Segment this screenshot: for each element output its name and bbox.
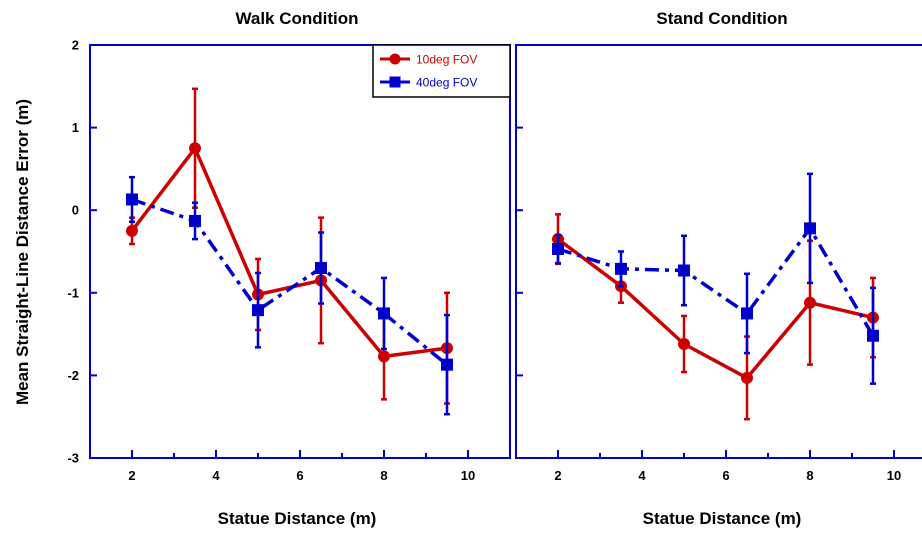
walk-chart-title: Walk Condition xyxy=(235,9,358,28)
walk-x-tick-label: 2 xyxy=(128,468,135,483)
stand-x-axis-title: Statue Distance (m) xyxy=(643,509,802,528)
walk-data-point-40deg xyxy=(189,214,201,227)
walk-x-tick-label: 4 xyxy=(212,468,220,483)
stand-chart-title: Stand Condition xyxy=(656,9,787,28)
stand-data-point-40deg xyxy=(678,264,690,277)
stand-x-tick-label: 6 xyxy=(722,468,729,483)
legend: 10deg FOV 40deg FOV xyxy=(372,44,511,98)
stand-data-point-40deg xyxy=(552,243,564,256)
walk-marks xyxy=(126,87,453,416)
stand-data-point-10deg xyxy=(804,296,816,309)
walk-x-tick-label: 8 xyxy=(380,468,387,483)
stand-x-tick-label: 4 xyxy=(638,468,646,483)
walk-data-point-10deg xyxy=(126,224,138,237)
walk-series-line-40deg xyxy=(131,197,449,367)
stand-x-tick-label: 10 xyxy=(887,468,901,483)
walk-data-point-40deg xyxy=(315,262,327,275)
stand-data-point-40deg xyxy=(615,262,627,275)
walk-x-tick-label: 10 xyxy=(461,468,475,483)
legend-label-10deg: 10deg FOV xyxy=(416,53,477,67)
walk-data-point-40deg xyxy=(441,358,453,371)
stand-x-tick-label: 8 xyxy=(806,468,813,483)
stand-data-point-10deg xyxy=(741,371,753,384)
legend-marker-10deg xyxy=(389,53,401,65)
walk-data-point-40deg xyxy=(252,304,264,317)
stand-ticks: 2 4 6 8 10 xyxy=(516,44,901,483)
walk-y-tick-label: 2 xyxy=(72,38,79,53)
walk-y-tick-label: -1 xyxy=(67,285,79,300)
stand-data-point-40deg xyxy=(867,329,879,342)
stand-panel: Stand Condition 2 4 6 8 10 Statue Distance (… xyxy=(515,9,922,528)
walk-x-tick-label: 6 xyxy=(296,468,303,483)
walk-x-axis-title: Statue Distance (m) xyxy=(218,509,377,528)
stand-series-line-40deg xyxy=(557,226,875,337)
walk-y-tick-label: 0 xyxy=(72,203,79,218)
walk-data-point-10deg xyxy=(378,350,390,363)
legend-marker-40deg xyxy=(389,76,401,88)
walk-y-tick-label: -3 xyxy=(67,451,79,466)
walk-data-point-40deg xyxy=(378,307,390,320)
stand-x-tick-label: 2 xyxy=(554,468,561,483)
walk-y-tick-label: -2 xyxy=(67,368,79,383)
stand-data-point-10deg xyxy=(678,338,690,351)
walk-data-point-10deg xyxy=(189,142,201,155)
stand-marks xyxy=(552,172,879,421)
stand-data-point-40deg xyxy=(741,307,753,320)
stand-series-line-10deg xyxy=(556,237,874,380)
walk-series-line-10deg xyxy=(130,146,448,359)
legend-label-40deg: 40deg FOV xyxy=(416,76,477,90)
stand-data-point-40deg xyxy=(804,222,816,235)
y-axis-title: Mean Straight-Line Distance Error (m) xyxy=(13,99,32,405)
walk-y-tick-label: 1 xyxy=(72,120,79,135)
walk-data-point-40deg xyxy=(126,193,138,206)
